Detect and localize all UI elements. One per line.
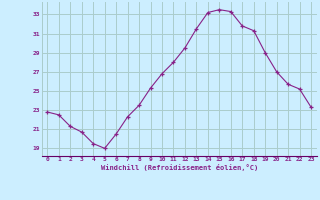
X-axis label: Windchill (Refroidissement éolien,°C): Windchill (Refroidissement éolien,°C) bbox=[100, 164, 258, 171]
